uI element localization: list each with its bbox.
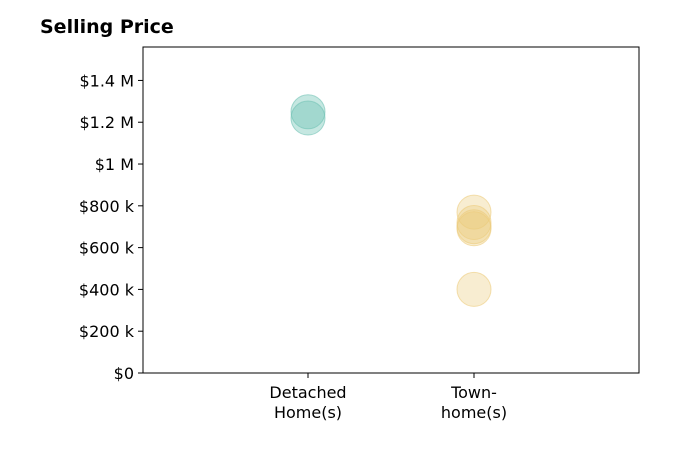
data-point bbox=[456, 271, 492, 307]
x-tick-label: Town-home(s) bbox=[441, 383, 507, 422]
y-tick-label: $1.2 M bbox=[79, 113, 134, 132]
y-tick-label: $200 k bbox=[79, 322, 135, 341]
y-tick-label: $1.4 M bbox=[79, 71, 134, 90]
y-axis: $0 $200 k $400 k $600 k $800 k $1 M $1.2 M $1.4… bbox=[79, 71, 143, 383]
y-tick-label: $600 k bbox=[79, 239, 135, 258]
plot-frame bbox=[142, 46, 640, 374]
data-point bbox=[290, 100, 326, 136]
data-point bbox=[456, 211, 492, 247]
data-points bbox=[290, 94, 492, 307]
x-axis: Detached Home(s) Town-home(s) bbox=[269, 373, 507, 422]
y-tick-label: $800 k bbox=[79, 197, 135, 216]
x-tick-label: Detached Home(s) bbox=[269, 383, 346, 422]
chart-title: Selling Price bbox=[40, 16, 174, 38]
y-tick-label: $0 bbox=[114, 364, 134, 383]
y-tick-label: $1 M bbox=[95, 155, 134, 174]
y-tick-label: $400 k bbox=[79, 280, 135, 299]
